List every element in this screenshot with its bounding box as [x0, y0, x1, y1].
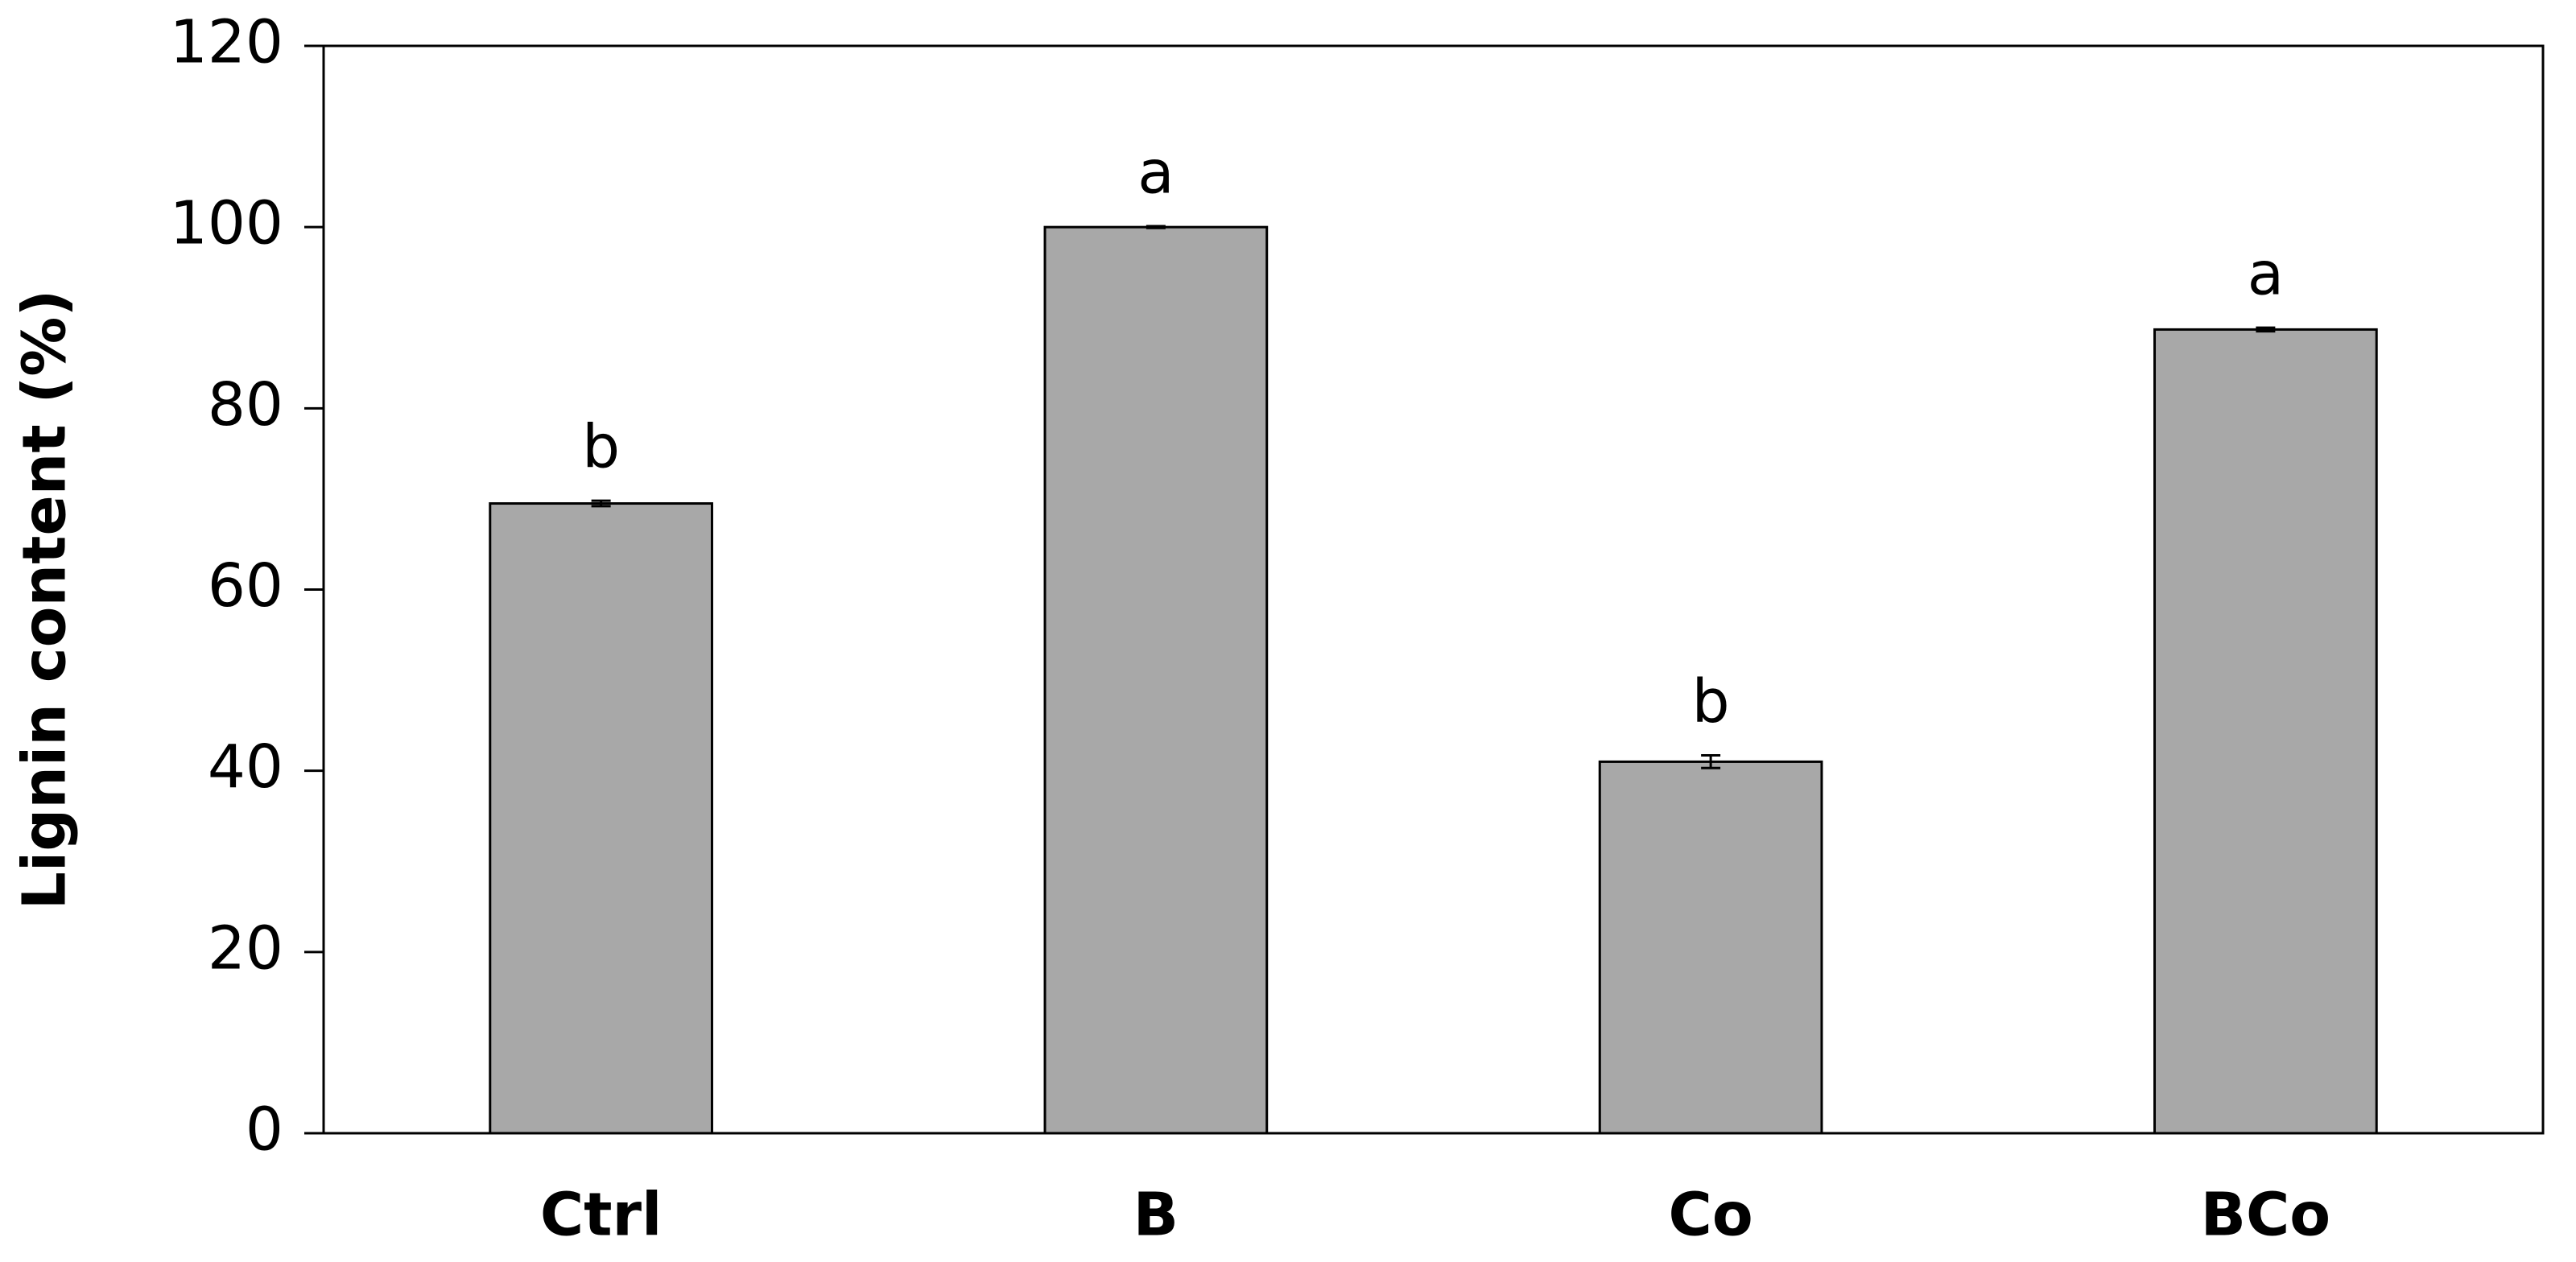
y-axis-label: Lignin content (%): [10, 290, 80, 910]
x-tick-label: Co: [1669, 1181, 1753, 1250]
significance-label: b: [1692, 667, 1730, 736]
y-tick-label: 0: [246, 1095, 283, 1165]
error-bar: [1701, 754, 1721, 769]
error-bar: [1146, 225, 1166, 229]
x-tick-label: BCo: [2201, 1181, 2331, 1250]
bar: [1598, 760, 1823, 1135]
y-tick-label: 100: [170, 189, 283, 258]
bar: [1043, 225, 1269, 1135]
bar: [489, 502, 713, 1135]
y-tick-label: 20: [208, 914, 283, 983]
x-tick-label: Ctrl: [540, 1181, 663, 1250]
significance-label: a: [1137, 138, 1174, 208]
y-tick-label: 40: [208, 732, 283, 802]
y-tick-label: 80: [208, 370, 283, 439]
y-tick-label: 60: [208, 551, 283, 621]
x-tick-label: B: [1133, 1181, 1179, 1250]
y-tick-label: 120: [170, 8, 283, 77]
error-bar: [2256, 326, 2276, 333]
significance-label: b: [582, 413, 620, 482]
bar: [2153, 328, 2378, 1135]
error-bar: [591, 499, 611, 508]
significance-label: a: [2248, 240, 2284, 309]
